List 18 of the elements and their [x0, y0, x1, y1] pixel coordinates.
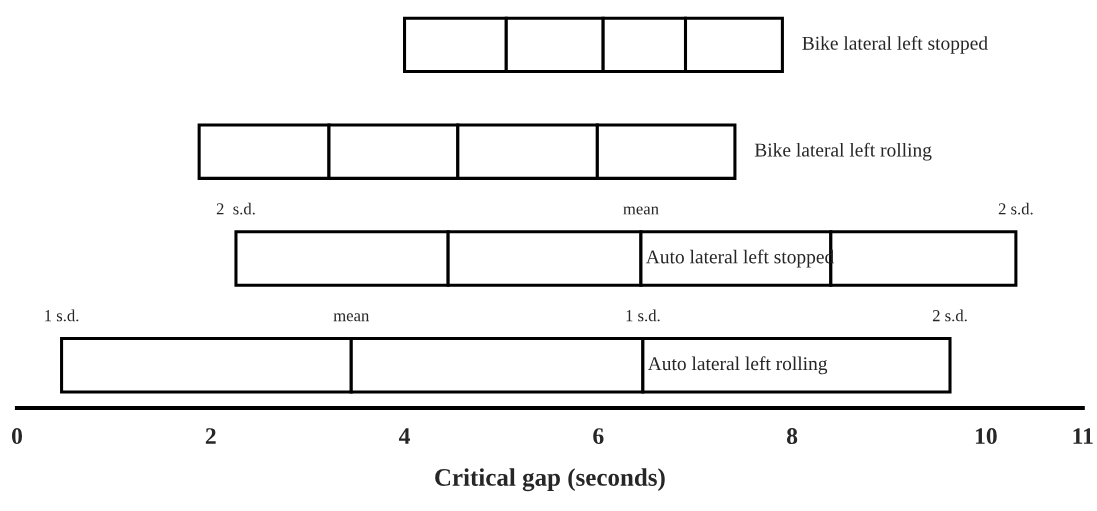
y-tick-label: Auto lateral left rolling [647, 356, 828, 375]
x-tick-label: 0 [12, 428, 23, 445]
annotation: mean [623, 206, 659, 215]
annotation: 2 s.d. [932, 309, 967, 322]
annotation: 1 s.d. [45, 309, 79, 322]
x-tick-label: 2 [205, 428, 216, 444]
y-tick-label: Bike lateral left stopped [802, 35, 988, 54]
x-axis-title: Critical gap (seconds) [435, 468, 665, 492]
annotation: mean [333, 313, 370, 322]
x-tick-label: 10 [975, 428, 997, 445]
x-tick-label: 6 [593, 428, 604, 445]
annotation: 2 s.d. [998, 202, 1033, 215]
annotation: 2 s.d. [216, 202, 255, 215]
x-tick-label: 11 [1073, 428, 1093, 444]
annotation: 1 s.d. [626, 309, 660, 322]
x-tick-label: 8 [786, 428, 798, 445]
x-tick-label: 4 [398, 428, 411, 444]
y-tick-label: Bike lateral left rolling [754, 142, 932, 161]
